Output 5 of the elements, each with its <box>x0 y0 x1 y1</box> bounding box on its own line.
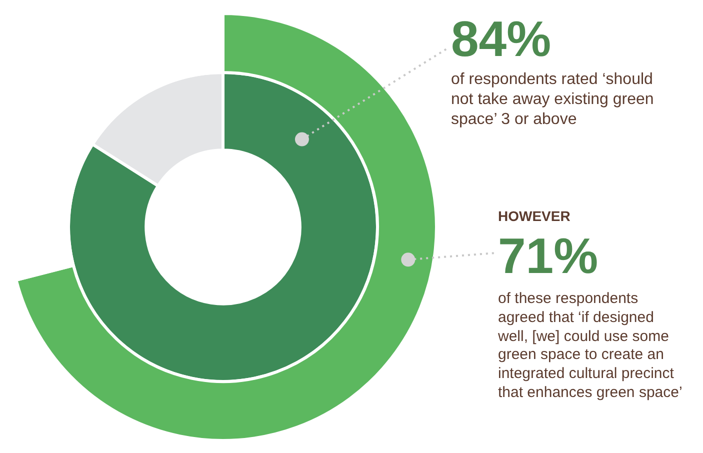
text: 71% <box>498 227 600 286</box>
text: of respondents rated ‘should not take away existing green space’ 3 or above <box>451 70 655 130</box>
text: 84% <box>451 10 552 69</box>
text: HOWEVER <box>498 208 572 226</box>
text: of these respondents agreed that ‘if designed well, [we] could use some green space to create an integrated cultural precinct that enhances green space’ <box>498 290 684 402</box>
